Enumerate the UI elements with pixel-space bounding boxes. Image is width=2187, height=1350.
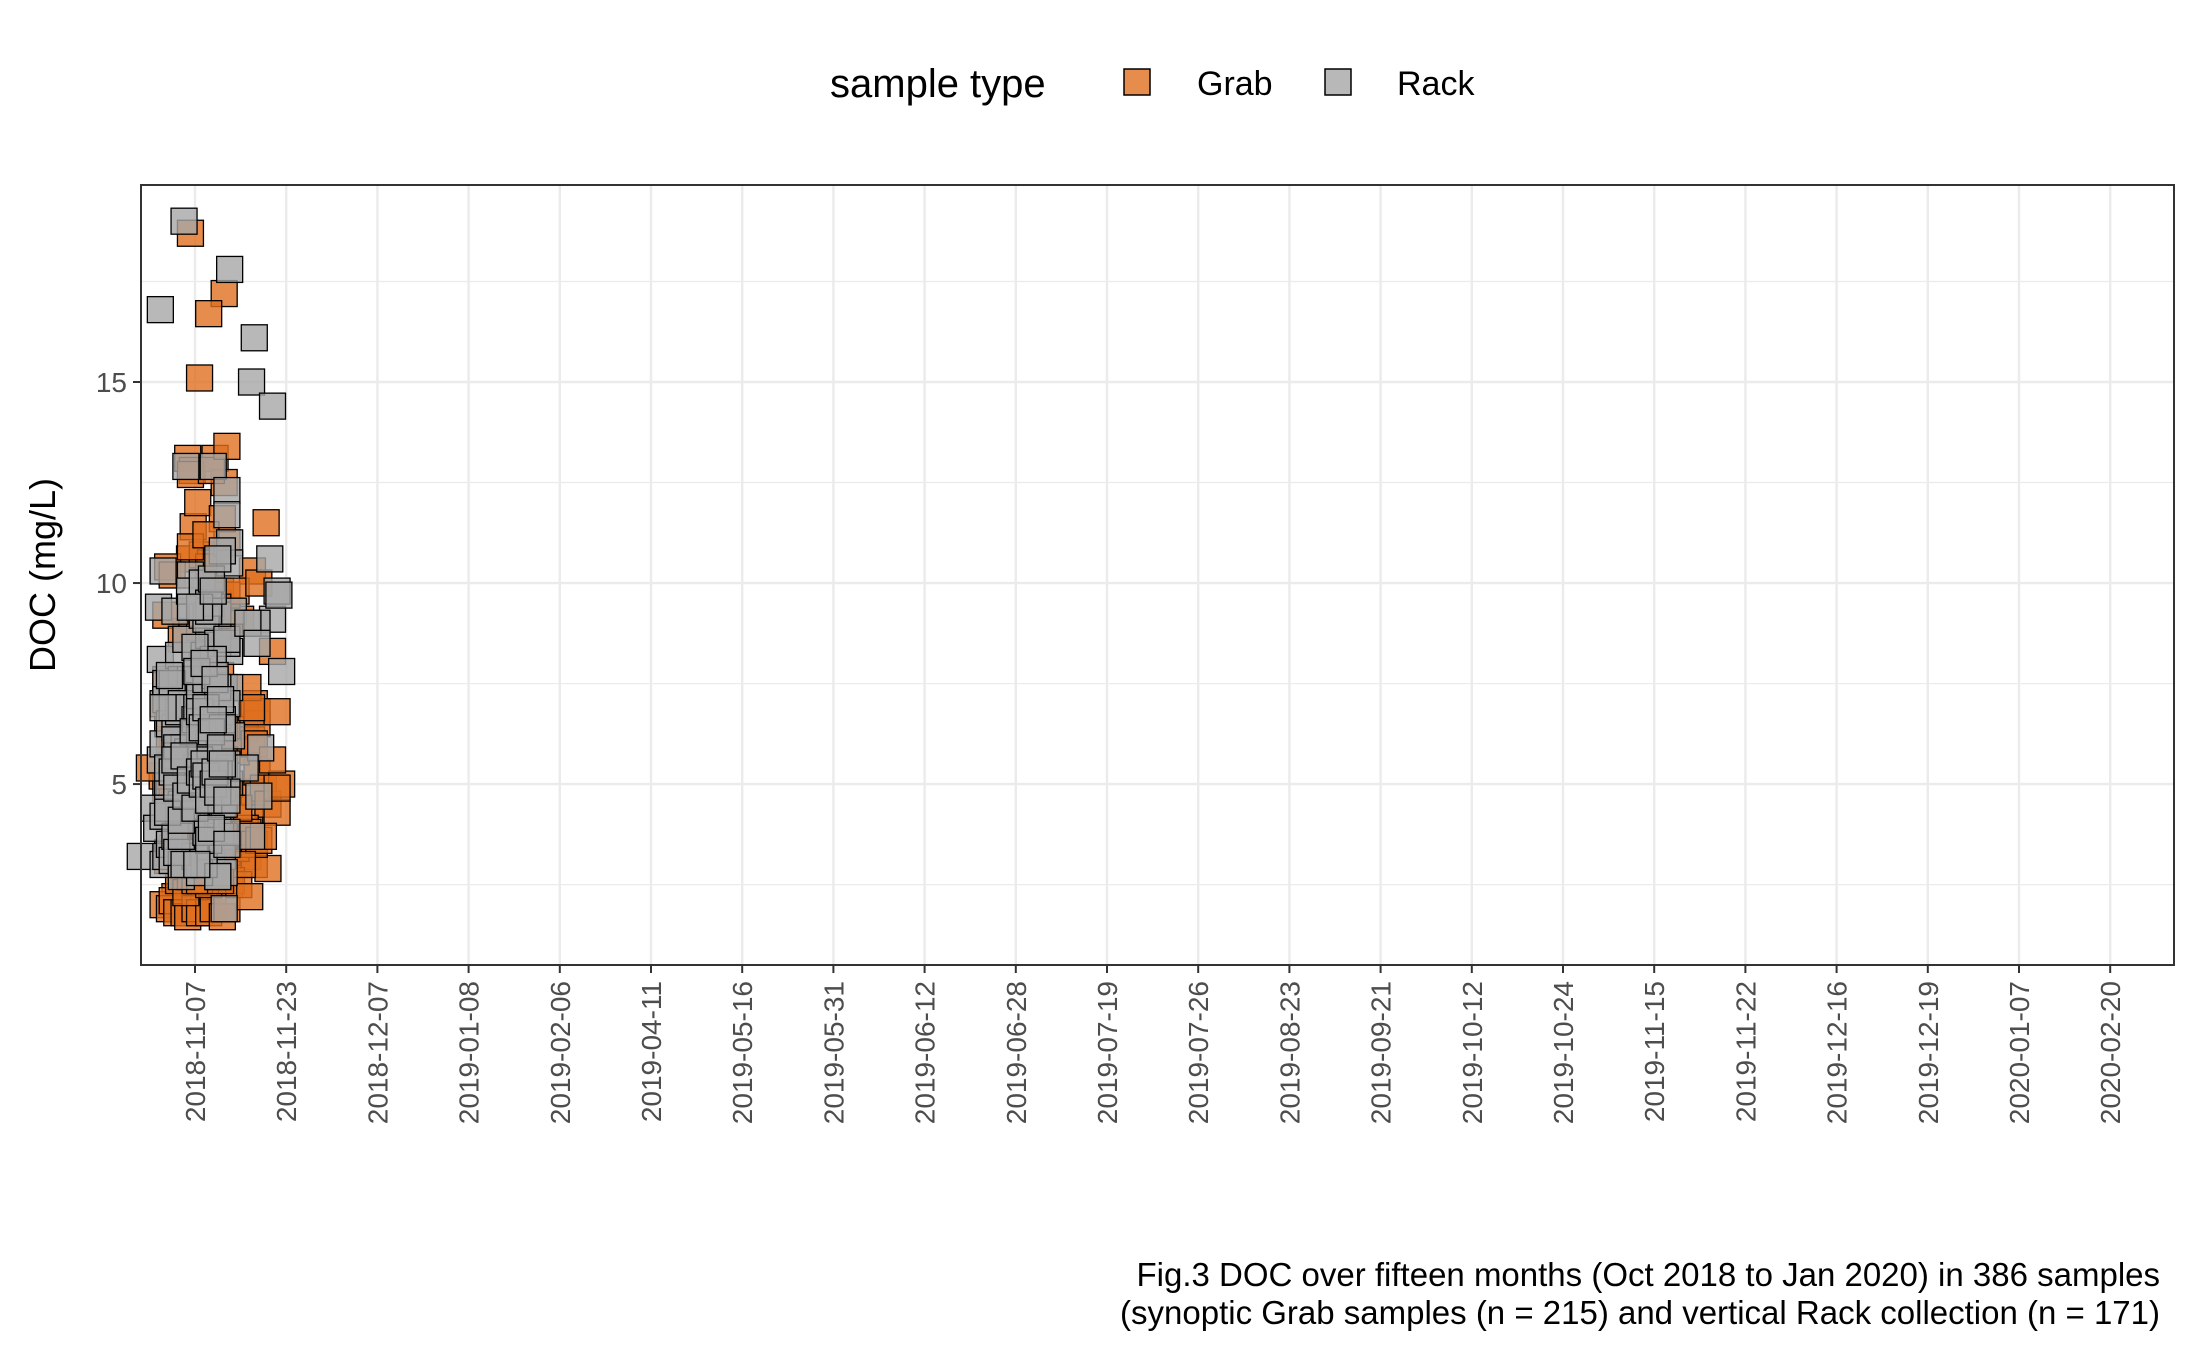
- x-tick-label: 2019-04-11: [636, 981, 667, 1122]
- plot-panel: [126, 184, 2175, 966]
- point-rack: [245, 782, 273, 810]
- point-rack: [237, 822, 266, 850]
- point-rack: [199, 706, 227, 734]
- legend-label-grab: Grab: [1197, 65, 1273, 103]
- point-rack: [170, 207, 198, 235]
- x-tick-label: 2019-05-16: [727, 981, 758, 1124]
- point-rack: [240, 324, 268, 352]
- point-rack: [258, 392, 287, 420]
- point-rack: [237, 368, 266, 396]
- x-tick-label: 2019-06-12: [910, 981, 941, 1124]
- x-tick-label: 2019-05-31: [818, 981, 849, 1124]
- data-points: [126, 207, 296, 931]
- x-tick-label: 2019-12-16: [1822, 981, 1853, 1124]
- point-rack: [213, 786, 241, 814]
- y-axis: 5 10 15: [96, 367, 141, 800]
- x-tick-label: 2019-12-19: [1913, 981, 1944, 1124]
- x-tick-label: 2018-11-23: [271, 981, 302, 1122]
- point-grab: [252, 509, 280, 537]
- point-grab: [184, 488, 212, 517]
- point-rack: [243, 629, 271, 658]
- point-rack: [231, 754, 259, 782]
- legend-title: sample type: [830, 62, 1046, 106]
- x-tick-label: 2020-01-07: [2004, 981, 2035, 1124]
- y-tick-label: 15: [96, 367, 127, 398]
- legend-key-rack: [1324, 68, 1352, 96]
- x-tick-label: 2019-07-26: [1183, 981, 1214, 1124]
- point-rack: [155, 661, 184, 690]
- grid-major: [141, 185, 2174, 965]
- point-rack: [204, 545, 232, 573]
- point-rack: [216, 255, 244, 284]
- legend-key-grab: [1123, 68, 1151, 96]
- point-grab: [185, 364, 214, 392]
- x-tick-label: 2019-11-15: [1639, 981, 1670, 1122]
- panel-border: [140, 184, 2175, 966]
- y-tick-label: 5: [111, 769, 127, 800]
- x-tick-label: 2019-10-24: [1548, 981, 1579, 1124]
- point-rack: [256, 545, 284, 573]
- point-rack: [149, 694, 177, 722]
- point-grab: [195, 300, 223, 328]
- caption-line-1: Fig.3 DOC over fifteen months (Oct 2018 …: [1136, 1256, 2160, 1293]
- x-tick-label: 2018-12-07: [362, 981, 393, 1124]
- point-rack: [210, 895, 238, 923]
- x-tick-label: 2019-11-22: [1730, 981, 1761, 1122]
- x-tick-label: 2019-06-28: [1001, 981, 1032, 1124]
- panel-background: [141, 185, 2174, 965]
- point-rack: [213, 476, 241, 505]
- x-tick-label: 2019-07-19: [1092, 981, 1123, 1124]
- point-rack: [199, 452, 227, 481]
- point-rack: [199, 577, 227, 605]
- point-rack: [267, 657, 296, 686]
- point-rack: [149, 557, 177, 585]
- point-grab: [236, 882, 264, 911]
- y-tick-label: 10: [96, 568, 127, 599]
- point-rack: [172, 452, 200, 481]
- point-rack: [208, 750, 237, 778]
- x-tick-label: 2019-10-12: [1457, 981, 1488, 1124]
- x-tick-label: 2019-08-23: [1274, 981, 1305, 1124]
- point-rack: [146, 295, 174, 324]
- point-rack: [213, 501, 241, 529]
- point-grab: [254, 854, 282, 883]
- x-tick-label: 2019-02-06: [545, 981, 576, 1124]
- x-tick-label: 2018-11-07: [180, 981, 211, 1122]
- x-tick-label: 2019-01-08: [454, 981, 485, 1124]
- grid-minor: [141, 280, 2174, 886]
- point-rack: [176, 593, 205, 621]
- point-grab: [213, 432, 241, 460]
- point-rack: [183, 850, 211, 879]
- caption: Fig.3 DOC over fifteen months (Oct 2018 …: [1120, 1256, 2160, 1331]
- legend-label-rack: Rack: [1397, 65, 1475, 103]
- x-tick-label: 2020-02-20: [2095, 981, 2126, 1124]
- y-axis-title: DOC (mg/L): [22, 478, 63, 672]
- point-grab: [263, 698, 291, 726]
- x-tick-label: 2019-09-21: [1366, 981, 1397, 1124]
- caption-line-2: (synoptic Grab samples (n = 215) and ver…: [1120, 1294, 2160, 1331]
- point-rack: [213, 830, 241, 859]
- x-axis: 2018-11-07 2018-11-23 2018-12-07 2019-01-08…: [180, 965, 2126, 1124]
- legend: sample type Grab Rack: [830, 62, 1475, 106]
- point-rack: [265, 581, 293, 609]
